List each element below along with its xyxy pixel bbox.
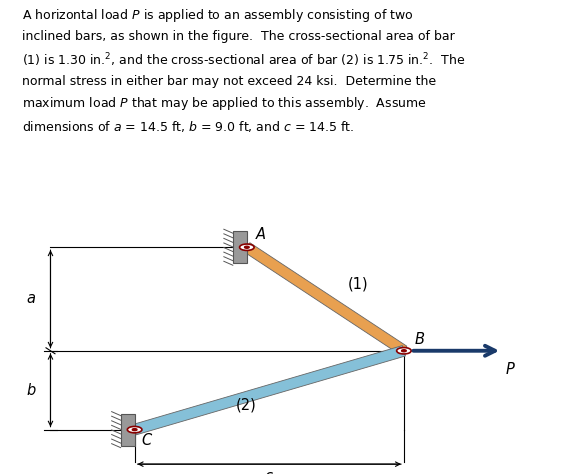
Text: $b$: $b$ bbox=[26, 382, 36, 398]
Text: $c$: $c$ bbox=[264, 469, 274, 474]
Text: $B$: $B$ bbox=[414, 331, 425, 347]
Circle shape bbox=[402, 350, 406, 352]
Circle shape bbox=[245, 246, 249, 248]
Circle shape bbox=[127, 427, 142, 433]
Circle shape bbox=[240, 244, 254, 250]
Bar bbox=[121, 414, 135, 446]
Text: $C$: $C$ bbox=[141, 432, 154, 447]
Polygon shape bbox=[133, 346, 406, 435]
Text: $A$: $A$ bbox=[255, 226, 266, 242]
Bar bbox=[233, 231, 247, 263]
Text: $P$: $P$ bbox=[505, 361, 516, 377]
Text: A horizontal load $P$ is applied to an assembly consisting of two
inclined bars,: A horizontal load $P$ is applied to an a… bbox=[22, 7, 466, 134]
Text: (2): (2) bbox=[236, 398, 256, 412]
Polygon shape bbox=[244, 243, 407, 356]
Text: (1): (1) bbox=[348, 277, 369, 292]
Circle shape bbox=[397, 347, 411, 354]
Circle shape bbox=[132, 428, 137, 431]
Text: $a$: $a$ bbox=[26, 292, 36, 307]
